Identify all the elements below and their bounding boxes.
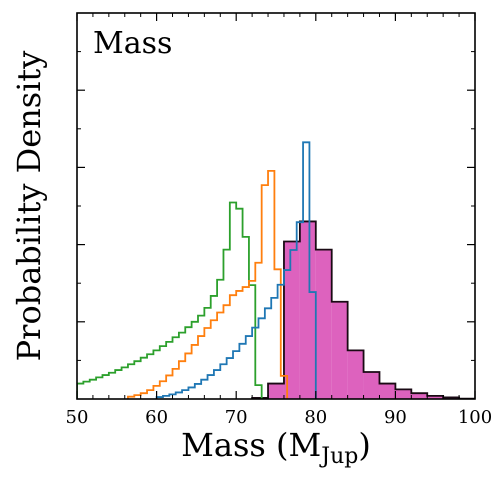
series-layer [77, 141, 475, 399]
x-tick-label: 50 [66, 407, 89, 428]
x-tick-label: 90 [384, 407, 407, 428]
x-axis-label-main: Mass (M [181, 426, 321, 464]
step-series-2 [155, 141, 317, 399]
x-axis-label-close: ) [358, 426, 370, 464]
filled-bar-6 [347, 350, 364, 399]
filled-bar-8 [379, 383, 396, 399]
step-series-1 [127, 169, 289, 399]
filled-bar-10 [411, 393, 428, 399]
filled-bar-5 [331, 301, 348, 399]
filled-bar-3 [299, 221, 316, 399]
filled-bar-7 [363, 371, 380, 399]
filled-bar-11 [427, 395, 444, 399]
x-axis-label: Mass (MJup) [181, 426, 371, 469]
y-axis-label: Probability Density [10, 51, 48, 362]
x-tick-label: 60 [145, 407, 168, 428]
filled-bar-2 [283, 241, 300, 399]
x-tick-label: 80 [304, 407, 327, 428]
filled-bar-9 [395, 389, 412, 399]
filled-bar-1 [268, 383, 284, 399]
x-tick-label: 100 [458, 407, 492, 428]
plot-frame [76, 12, 476, 400]
step-series-0 [77, 201, 263, 399]
filled-bar-4 [315, 249, 332, 399]
ticks-layer: 50 60 70 80 90 100 [66, 13, 492, 428]
x-axis-label-sub: Jup [319, 444, 358, 469]
panel-title: Mass [93, 26, 172, 61]
x-tick-label: 70 [225, 407, 248, 428]
